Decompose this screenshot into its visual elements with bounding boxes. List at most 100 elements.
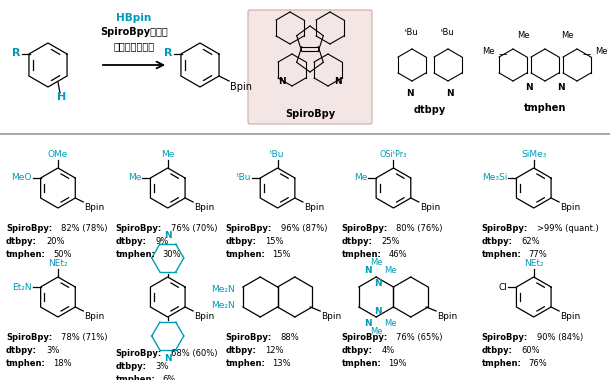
Text: SpiroBpy:: SpiroBpy: <box>226 224 272 233</box>
Text: SpiroBpy:: SpiroBpy: <box>482 224 528 233</box>
Text: tmphen:: tmphen: <box>482 359 522 368</box>
Text: 76% (65%): 76% (65%) <box>396 333 443 342</box>
Text: SpiroBpy:: SpiroBpy: <box>116 224 162 233</box>
Text: N: N <box>364 319 372 328</box>
Text: N: N <box>334 78 342 87</box>
Text: SpiroBpy配位子: SpiroBpy配位子 <box>100 27 168 37</box>
Text: Me₃Si: Me₃Si <box>482 174 508 182</box>
Text: SpiroBpy:: SpiroBpy: <box>342 333 388 342</box>
Text: 15%: 15% <box>265 237 284 246</box>
Text: NEt₂: NEt₂ <box>524 259 544 268</box>
Text: dtbpy:: dtbpy: <box>482 237 513 246</box>
Text: 50%: 50% <box>53 250 71 259</box>
Text: SpiroBpy:: SpiroBpy: <box>6 333 52 342</box>
Text: 90% (84%): 90% (84%) <box>537 333 583 342</box>
Text: 80% (76%): 80% (76%) <box>396 224 443 233</box>
Text: dtbpy:: dtbpy: <box>6 346 37 355</box>
Text: 68% (60%): 68% (60%) <box>171 349 217 358</box>
Text: 76%: 76% <box>529 359 548 368</box>
Text: 13%: 13% <box>273 359 291 368</box>
Text: dtbpy:: dtbpy: <box>342 237 373 246</box>
Text: N: N <box>525 82 533 92</box>
Text: 46%: 46% <box>389 250 407 259</box>
Text: Me₂N: Me₂N <box>212 285 235 293</box>
Text: dtbpy:: dtbpy: <box>116 237 147 246</box>
Text: 96% (87%): 96% (87%) <box>281 224 327 233</box>
Text: Me: Me <box>595 46 608 55</box>
Text: 6%: 6% <box>163 375 176 380</box>
Text: dtbpy:: dtbpy: <box>226 237 257 246</box>
Text: 20%: 20% <box>46 237 65 246</box>
Text: dtbpy:: dtbpy: <box>482 346 513 355</box>
Text: Me₂N: Me₂N <box>212 301 235 309</box>
Text: 62%: 62% <box>522 237 540 246</box>
Text: R: R <box>12 48 20 58</box>
Text: ᵗBu: ᵗBu <box>237 174 251 182</box>
Text: tmphen:: tmphen: <box>226 359 265 368</box>
Text: MeO: MeO <box>11 174 32 182</box>
Text: N: N <box>406 89 414 98</box>
Text: dtbpy:: dtbpy: <box>6 237 37 246</box>
Text: OSiᵗPr₃: OSiᵗPr₃ <box>380 150 407 159</box>
Text: >99% (quant.): >99% (quant.) <box>537 224 598 233</box>
Text: dtbpy:: dtbpy: <box>226 346 257 355</box>
Text: Me: Me <box>483 46 495 55</box>
Text: Bpin: Bpin <box>560 312 580 321</box>
Text: dtbpy: dtbpy <box>414 105 446 115</box>
Text: tmphen:: tmphen: <box>116 250 156 259</box>
Text: Bpin: Bpin <box>84 203 104 212</box>
Text: SiMe₃: SiMe₃ <box>521 150 547 159</box>
Text: Me: Me <box>370 327 382 336</box>
Text: 60%: 60% <box>522 346 540 355</box>
Text: dtbpy:: dtbpy: <box>116 362 147 371</box>
Text: 30%: 30% <box>163 250 181 259</box>
Text: N: N <box>164 354 171 363</box>
Text: Et₂N: Et₂N <box>12 282 32 291</box>
Text: Me: Me <box>370 258 382 267</box>
Text: 3%: 3% <box>46 346 59 355</box>
Text: SpiroBpy:: SpiroBpy: <box>116 349 162 358</box>
Text: Bpin: Bpin <box>560 203 580 212</box>
Text: SpiroBpy:: SpiroBpy: <box>482 333 528 342</box>
Text: Bpin: Bpin <box>84 312 104 321</box>
Text: N: N <box>164 231 171 240</box>
Text: N: N <box>364 266 372 275</box>
Text: ᵗBu: ᵗBu <box>405 28 419 37</box>
FancyBboxPatch shape <box>248 10 372 124</box>
Text: N: N <box>375 307 382 315</box>
Text: tmphen:: tmphen: <box>116 375 156 380</box>
Text: R: R <box>163 48 172 58</box>
Text: Bpin: Bpin <box>437 312 458 321</box>
Text: Me: Me <box>128 174 142 182</box>
Text: Me: Me <box>354 174 367 182</box>
Text: Me: Me <box>384 266 396 275</box>
Text: —: — <box>583 51 591 60</box>
Text: tmphen:: tmphen: <box>226 250 265 259</box>
Text: Me: Me <box>561 31 573 40</box>
Text: 15%: 15% <box>273 250 291 259</box>
Text: tmphen:: tmphen: <box>6 359 46 368</box>
Text: tmphen:: tmphen: <box>6 250 46 259</box>
Text: 76% (70%): 76% (70%) <box>171 224 217 233</box>
Text: SpiroBpy:: SpiroBpy: <box>342 224 388 233</box>
Text: 3%: 3% <box>156 362 169 371</box>
Text: 77%: 77% <box>529 250 548 259</box>
Text: 19%: 19% <box>389 359 407 368</box>
Text: tmphen: tmphen <box>524 103 566 113</box>
Text: ᵗBu: ᵗBu <box>270 150 285 159</box>
Text: NEt₂: NEt₂ <box>48 259 68 268</box>
Text: H: H <box>57 92 66 102</box>
Text: N: N <box>278 78 286 87</box>
Text: Bpin: Bpin <box>420 203 440 212</box>
Text: Me: Me <box>161 150 174 159</box>
Text: ᵗBu: ᵗBu <box>441 28 455 37</box>
Text: Bpin: Bpin <box>194 312 214 321</box>
Text: SpiroBpy:: SpiroBpy: <box>6 224 52 233</box>
Text: tmphen:: tmphen: <box>342 359 381 368</box>
Text: Bpin: Bpin <box>230 82 252 92</box>
Text: 4%: 4% <box>381 346 395 355</box>
Text: 82% (78%): 82% (78%) <box>61 224 107 233</box>
Text: Me: Me <box>517 31 529 40</box>
Text: 78% (71%): 78% (71%) <box>61 333 107 342</box>
Text: HBpin: HBpin <box>117 13 152 23</box>
